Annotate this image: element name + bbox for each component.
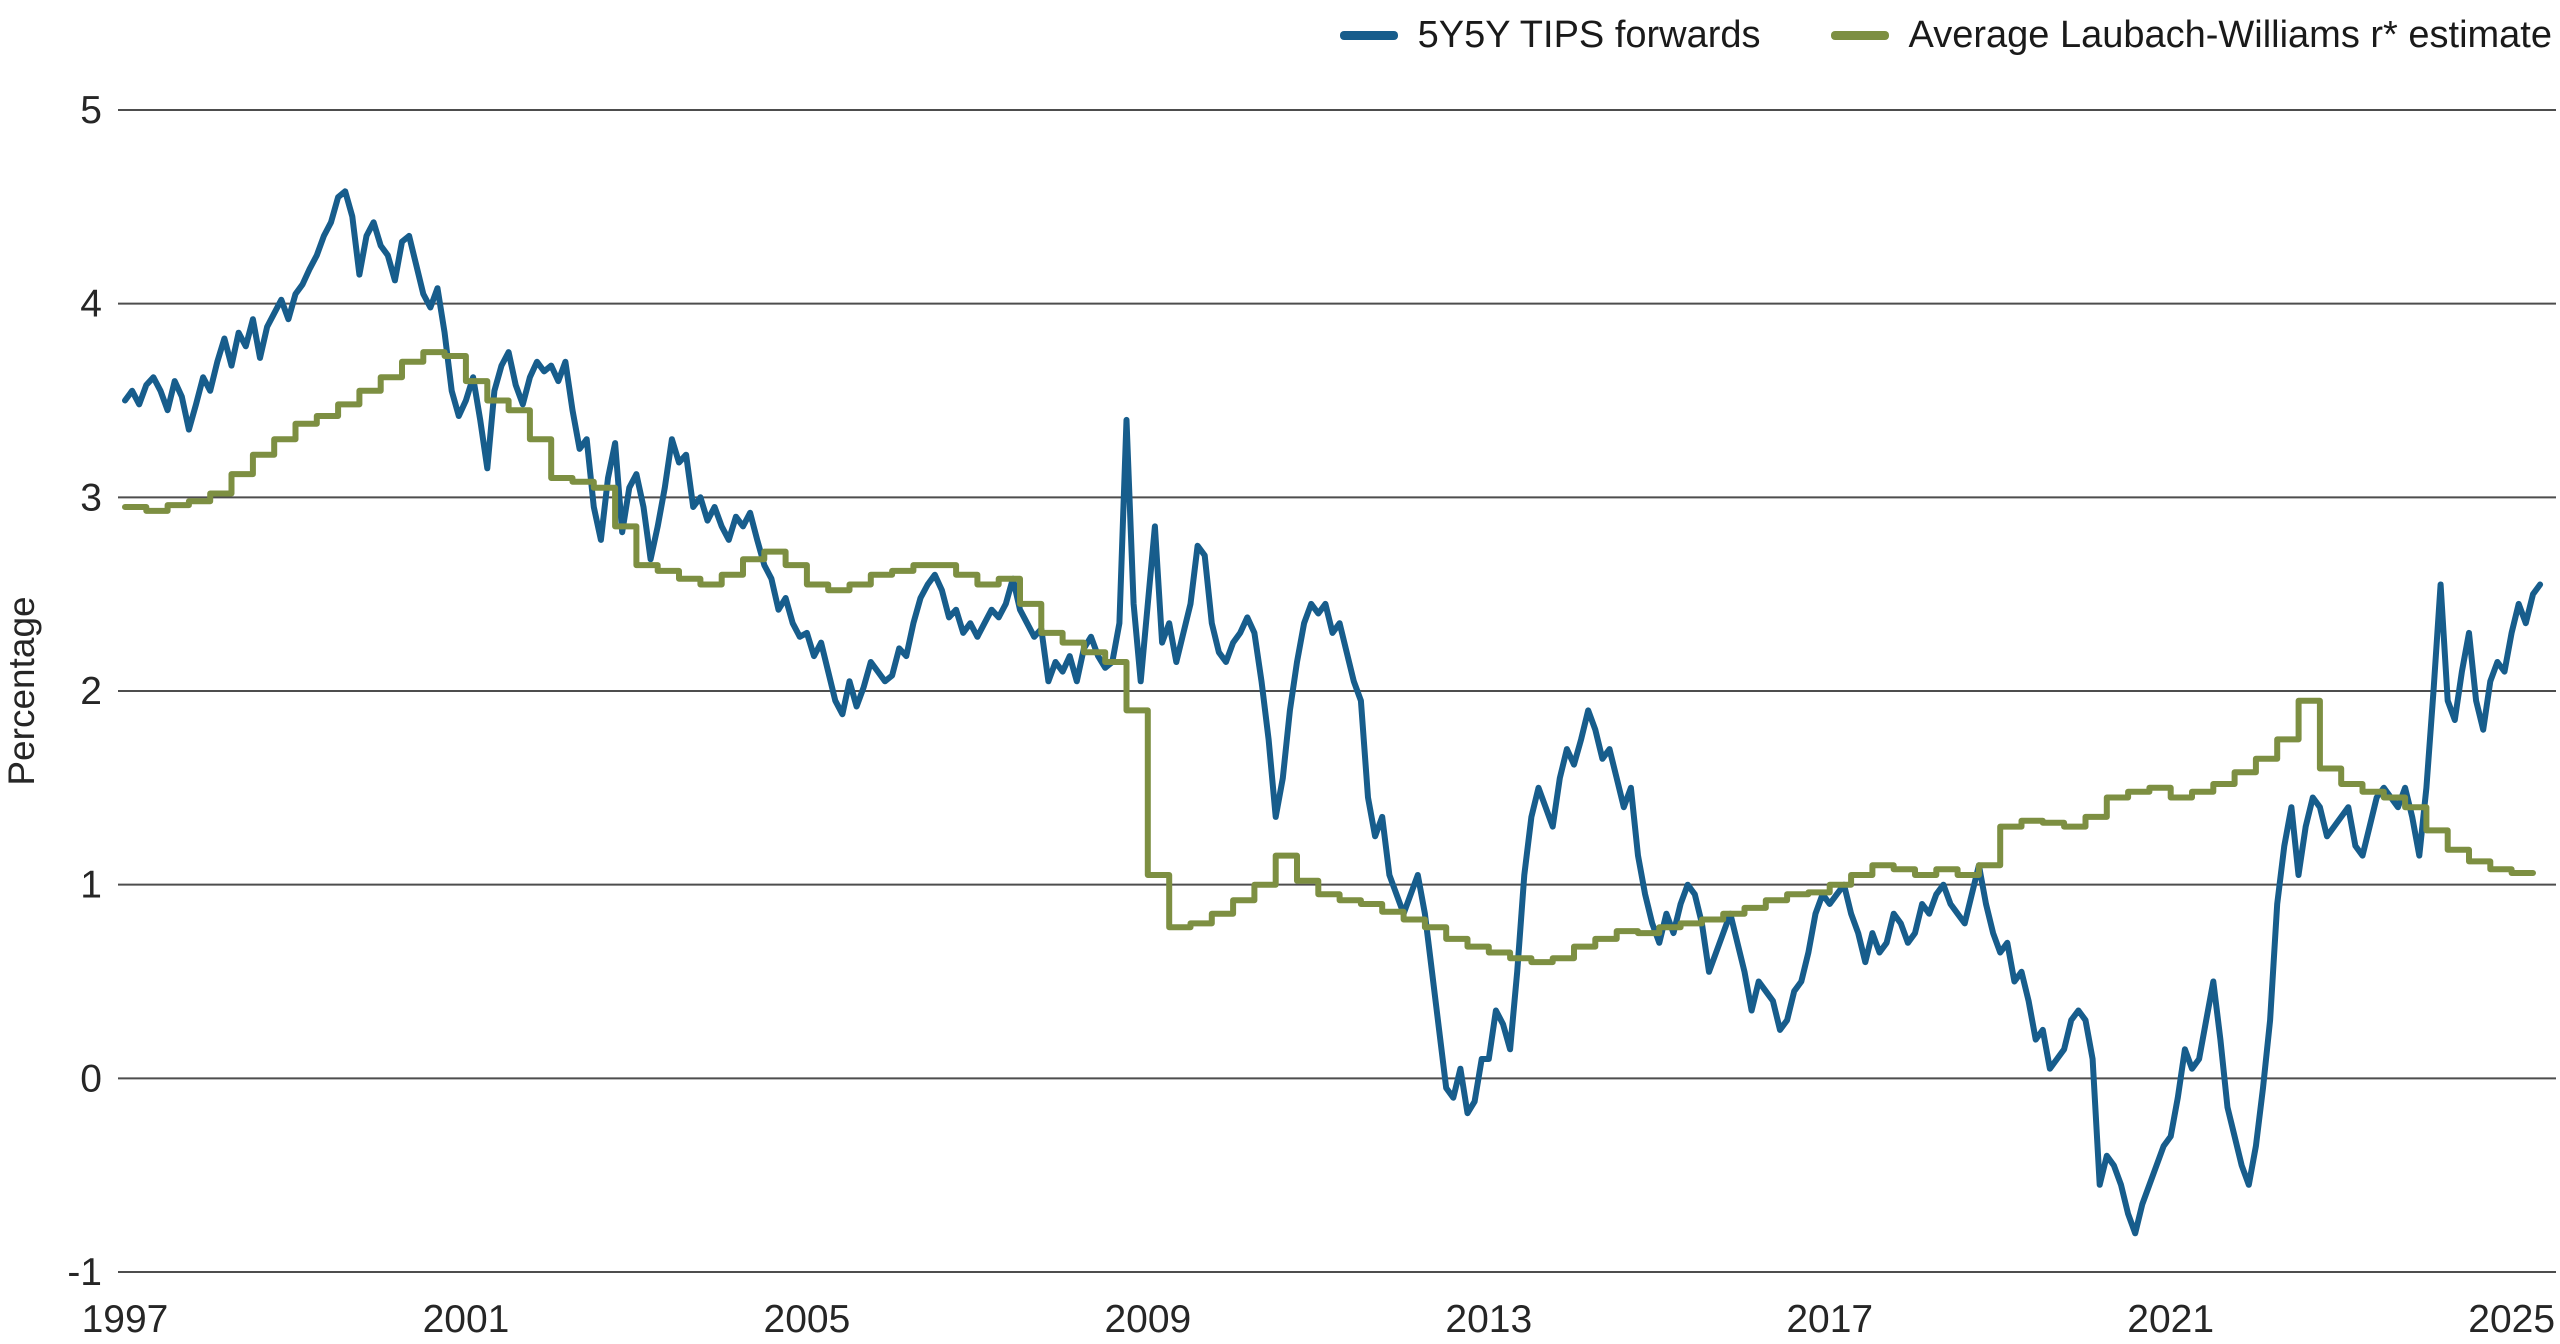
series-line-1 <box>122 349 2536 966</box>
y-tick-label: 3 <box>80 476 102 519</box>
x-tick-label: 2005 <box>764 1298 851 1341</box>
y-tick-label: 4 <box>80 283 102 326</box>
legend: 5Y5Y TIPS forwards Average Laubach-Willia… <box>1339 14 2552 57</box>
x-tick-label: 2001 <box>423 1298 510 1341</box>
legend-label: 5Y5Y TIPS forwards <box>1417 14 1761 56</box>
y-tick-label: -1 <box>67 1251 102 1294</box>
x-tick-label: 2017 <box>1786 1298 1873 1341</box>
x-tick-label: 1997 <box>82 1298 169 1341</box>
x-tick-label: 2009 <box>1104 1298 1191 1341</box>
legend-label: Average Laubach-Williams r* estimate <box>1908 14 2552 56</box>
x-tick-label: 2025 <box>2468 1298 2555 1341</box>
legend-item-1: Average Laubach-Williams r* estimate <box>1830 14 2552 57</box>
series-line-0 <box>122 188 2544 1237</box>
legend-swatch-icon <box>1830 31 1889 40</box>
x-tick-label: 2013 <box>1445 1298 1532 1341</box>
legend-item-0: 5Y5Y TIPS forwards <box>1339 14 1761 57</box>
y-tick-label: 1 <box>80 864 102 907</box>
y-tick-label: 0 <box>80 1057 102 1100</box>
y-tick-label: 2 <box>80 670 102 713</box>
y-tick-label: 5 <box>80 89 102 132</box>
legend-swatch-icon <box>1339 31 1398 40</box>
y-axis-label: Percentage <box>1 596 42 785</box>
x-tick-label: 2021 <box>2127 1298 2214 1341</box>
